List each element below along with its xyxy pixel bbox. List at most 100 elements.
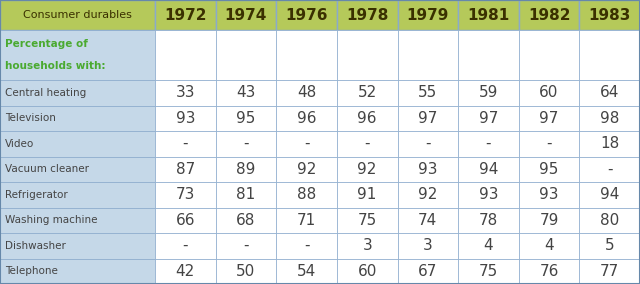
Text: -: -: [547, 136, 552, 151]
Text: households with:: households with:: [5, 61, 106, 71]
Text: 87: 87: [176, 162, 195, 177]
Bar: [397, 233, 458, 258]
Bar: [458, 0, 519, 30]
Text: 1976: 1976: [285, 7, 328, 22]
Bar: [337, 80, 397, 105]
Text: 92: 92: [297, 162, 316, 177]
Bar: [0, 208, 155, 233]
Text: Telephone: Telephone: [5, 266, 58, 276]
Bar: [397, 208, 458, 233]
Text: -: -: [182, 136, 188, 151]
Text: 50: 50: [236, 264, 255, 279]
Bar: [397, 258, 458, 284]
Text: 54: 54: [297, 264, 316, 279]
Bar: [579, 156, 640, 182]
Bar: [579, 0, 640, 30]
Bar: [458, 30, 519, 80]
Bar: [216, 233, 276, 258]
Text: 67: 67: [418, 264, 438, 279]
Text: 96: 96: [357, 111, 377, 126]
Bar: [216, 208, 276, 233]
Bar: [519, 233, 579, 258]
Text: 1978: 1978: [346, 7, 388, 22]
Text: Television: Television: [5, 113, 56, 123]
Bar: [276, 156, 337, 182]
Bar: [0, 131, 155, 156]
Bar: [337, 258, 397, 284]
Text: 98: 98: [600, 111, 620, 126]
Bar: [579, 30, 640, 80]
Text: -: -: [304, 136, 309, 151]
Bar: [155, 156, 216, 182]
Text: 3: 3: [423, 238, 433, 253]
Bar: [216, 182, 276, 208]
Bar: [519, 30, 579, 80]
Bar: [519, 80, 579, 105]
Text: 59: 59: [479, 85, 498, 100]
Bar: [276, 258, 337, 284]
Bar: [397, 80, 458, 105]
Text: Video: Video: [5, 139, 35, 149]
Text: 75: 75: [479, 264, 498, 279]
Bar: [276, 80, 337, 105]
Text: 92: 92: [418, 187, 438, 202]
Bar: [579, 233, 640, 258]
Bar: [458, 182, 519, 208]
Bar: [397, 156, 458, 182]
Bar: [0, 233, 155, 258]
Text: 5: 5: [605, 238, 614, 253]
Text: -: -: [364, 136, 370, 151]
Bar: [337, 208, 397, 233]
Text: 93: 93: [479, 187, 498, 202]
Bar: [397, 0, 458, 30]
Text: 33: 33: [175, 85, 195, 100]
Text: 60: 60: [540, 85, 559, 100]
Text: 18: 18: [600, 136, 620, 151]
Text: Washing machine: Washing machine: [5, 215, 97, 225]
Bar: [458, 208, 519, 233]
Text: 74: 74: [418, 213, 437, 228]
Text: -: -: [486, 136, 491, 151]
Text: 95: 95: [540, 162, 559, 177]
Text: 75: 75: [358, 213, 377, 228]
Bar: [276, 105, 337, 131]
Bar: [579, 208, 640, 233]
Bar: [0, 30, 155, 80]
Text: 95: 95: [236, 111, 255, 126]
Bar: [0, 0, 155, 30]
Bar: [579, 258, 640, 284]
Bar: [155, 208, 216, 233]
Text: 60: 60: [358, 264, 377, 279]
Text: 1981: 1981: [467, 7, 509, 22]
Bar: [458, 80, 519, 105]
Bar: [0, 156, 155, 182]
Bar: [458, 156, 519, 182]
Text: 89: 89: [236, 162, 255, 177]
Text: 43: 43: [236, 85, 255, 100]
Bar: [276, 233, 337, 258]
Bar: [155, 80, 216, 105]
Bar: [458, 258, 519, 284]
Text: -: -: [425, 136, 431, 151]
Text: 42: 42: [176, 264, 195, 279]
Text: Refrigerator: Refrigerator: [5, 190, 68, 200]
Bar: [519, 0, 579, 30]
Bar: [155, 30, 216, 80]
Text: Consumer durables: Consumer durables: [23, 10, 132, 20]
Text: 93: 93: [418, 162, 438, 177]
Bar: [155, 105, 216, 131]
Bar: [0, 258, 155, 284]
Bar: [458, 131, 519, 156]
Bar: [458, 105, 519, 131]
Text: 55: 55: [418, 85, 437, 100]
Text: 97: 97: [479, 111, 498, 126]
Bar: [216, 131, 276, 156]
Bar: [216, 0, 276, 30]
Bar: [216, 30, 276, 80]
Text: 1972: 1972: [164, 7, 207, 22]
Bar: [397, 105, 458, 131]
Text: 3: 3: [362, 238, 372, 253]
Bar: [276, 208, 337, 233]
Text: 88: 88: [297, 187, 316, 202]
Bar: [337, 30, 397, 80]
